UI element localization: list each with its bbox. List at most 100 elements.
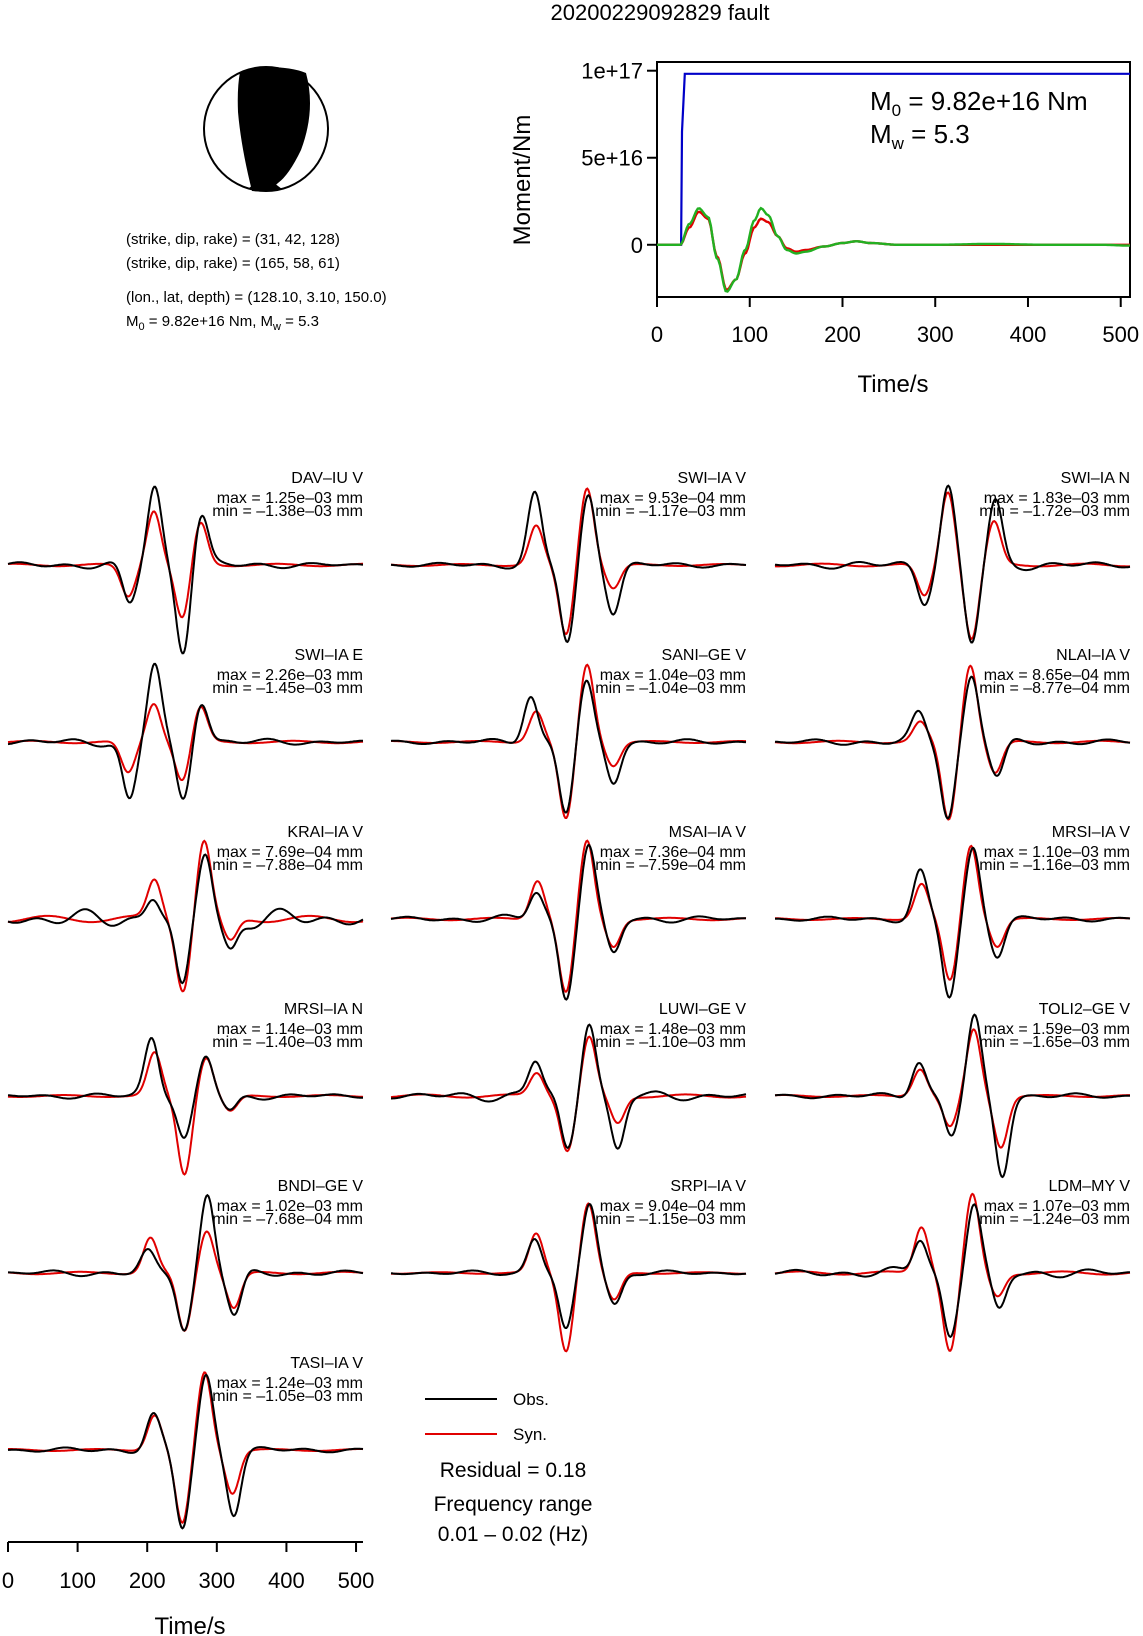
trace-min-label: min = –7.68e–04 mm [212,1211,363,1228]
observed-trace [390,1202,747,1329]
observed-trace [390,679,747,814]
trace-station-label: SRPI–IA V [670,1178,746,1195]
moment-xtick-label: 100 [731,322,768,347]
trace-max-label: max = 1.48e–03 mm [600,1021,746,1038]
trace-station-label: SANI–GE V [662,647,747,664]
moment-xtick-label: 300 [917,322,954,347]
trace-station-label: LDM–MY V [1048,1178,1130,1195]
mech-line-3: (lon., lat, depth) = (128.10, 3.10, 150.… [126,289,387,306]
frequency-range-label: Frequency range [434,1493,593,1516]
observed-trace [8,1193,364,1332]
trace-min-label: min = –7.59e–04 mm [595,857,746,874]
trace-min-label: min = –1.45e–03 mm [212,680,363,697]
figure-title: 20200229092829 fault [551,0,770,25]
beachball [203,66,329,192]
trace-min-label: min = –1.65e–03 mm [979,1034,1130,1051]
moment-ytick-label: 0 [631,233,643,258]
trace-max-label: max = 7.69e–04 mm [217,844,363,861]
trace-max-label: max = 1.59e–03 mm [984,1021,1130,1038]
trace-min-label: min = –8.77e–04 mm [979,680,1130,697]
trace-max-label: max = 1.04e–03 mm [600,667,746,684]
trace-max-label: max = 1.25e–03 mm [217,490,363,507]
synthetic-trace [7,839,364,993]
trace-station-label: SWI–IA E [295,647,363,664]
moment-ylabel: Moment/Nm [509,115,536,246]
moment-ytick-label: 5e+16 [581,146,643,171]
moment-y-ticks: 0 5e+16 1e+17 [581,59,657,258]
beachball-compression-quadrant [237,67,310,192]
observed-trace [390,843,747,1001]
synthetic-trace [775,844,1130,981]
moment-ytick-label: 1e+17 [581,59,643,84]
observed-trace [774,675,1131,820]
observed-trace [7,662,363,800]
trace-max-label: max = 1.14e–03 mm [217,1021,363,1038]
trace-min-label: min = –1.17e–03 mm [595,503,746,520]
trace-min-label: min = –1.05e–03 mm [212,1388,363,1405]
mech-line-2: (strike, dip, rake) = (165, 58, 61) [126,255,340,272]
trace-station-label: TASI–IA V [290,1355,363,1372]
synthetic-trace [7,1230,364,1332]
moment-xlabel: Time/s [857,371,928,398]
moment-xtick-label: 200 [824,322,861,347]
observed-trace [774,484,1131,644]
trace-min-label: min = –1.72e–03 mm [979,503,1130,520]
observed-trace [774,1013,1130,1179]
observed-trace [390,490,747,644]
moment-xtick-label: 0 [651,322,663,347]
observed-trace [7,1373,364,1530]
mw-label: Mw = 5.3 [870,119,970,153]
trace-station-label: MRSI–IA N [284,1001,363,1018]
synthetic-trace [8,1371,364,1524]
trace-min-label: min = –1.10e–03 mm [595,1034,746,1051]
bottom-xtick-label: 100 [59,1568,96,1593]
synthetic-trace [390,1035,747,1153]
observed-trace [7,853,364,985]
moment-plot-frame [656,61,1131,298]
trace-station-label: SWI–IA V [678,470,747,487]
observed-trace [7,1037,363,1139]
trace-station-label: BNDI–GE V [278,1178,364,1195]
bottom-xtick-label: 200 [129,1568,166,1593]
observed-trace [775,846,1131,999]
moment-xtick-label: 500 [1102,322,1139,347]
trace-min-label: min = –1.38e–03 mm [212,503,363,520]
trace-max-label: max = 7.36e–04 mm [600,844,746,861]
synthetic-trace [7,510,363,619]
trace-min-label: min = –1.40e–03 mm [212,1034,363,1051]
observed-trace [7,485,364,655]
trace-station-label: SWI–IA N [1061,470,1130,487]
residual-label: Residual = 0.18 [440,1459,587,1482]
trace-station-label: KRAI–IA V [287,824,363,841]
synthetic-trace [774,491,1131,641]
moment-rate-line-green [657,206,1130,293]
observed-trace [391,1023,747,1150]
observed-trace [774,1203,1130,1339]
trace-max-label: max = 1.02e–03 mm [217,1198,363,1215]
trace-station-label: NLAI–IA V [1056,647,1130,664]
legend: Obs. Syn. Residual = 0.18 Frequency rang… [425,1390,592,1546]
trace-max-label: max = 8.65e–04 mm [984,667,1130,684]
trace-station-label: DAV–IU V [291,470,363,487]
bottom-xtick-label: 300 [198,1568,235,1593]
trace-min-label: min = –1.15e–03 mm [595,1211,746,1228]
trace-min-label: min = –1.16e–03 mm [979,857,1130,874]
frequency-range-values: 0.01 – 0.02 (Hz) [438,1523,589,1546]
trace-station-label: TOLI2–GE V [1039,1001,1131,1018]
synthetic-trace [775,1028,1130,1149]
mech-moment-line: M0 = 9.82e+16 Nm, Mw = 5.3 [126,313,319,333]
trace-station-label: MSAI–IA V [669,824,747,841]
moment-panel: 0 5e+16 1e+17 0 100 200 300 400 500 M0 = 9.82e+… [509,59,1139,398]
m0-label: M0 = 9.82e+16 Nm [870,86,1088,120]
